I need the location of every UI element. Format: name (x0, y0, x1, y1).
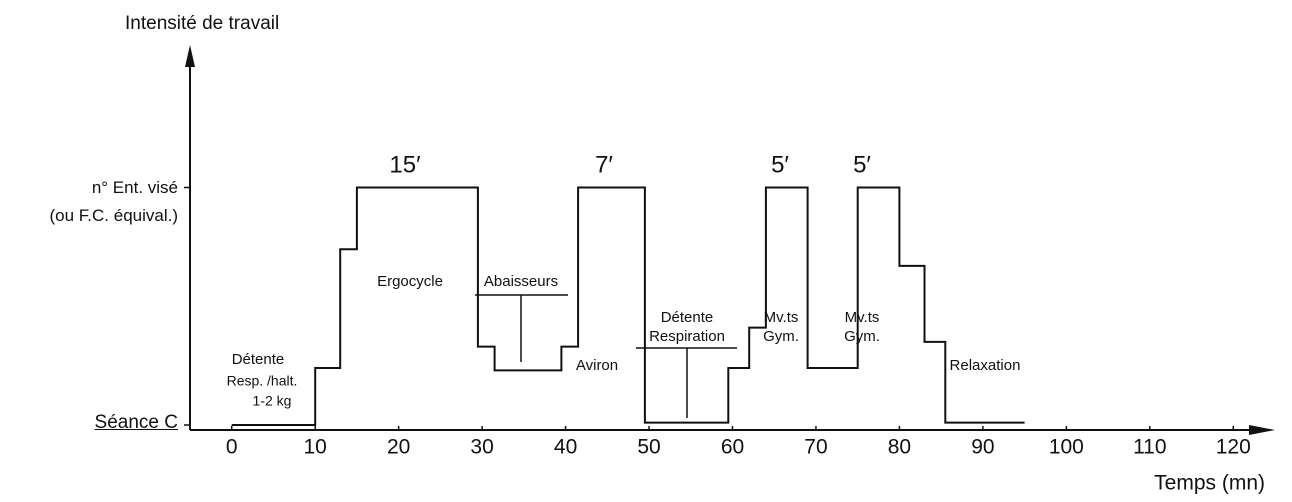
x-tick-label: 60 (721, 436, 744, 459)
annotation: Resp. /halt. (227, 373, 298, 389)
x-tick-label: 30 (470, 436, 493, 459)
annotation: Détente (232, 351, 285, 368)
x-tick-label: 10 (304, 436, 327, 459)
x-axis-title: Temps (mn) (1154, 472, 1265, 495)
annotation: 7′ (595, 151, 613, 178)
x-tick-label: 70 (804, 436, 827, 459)
annotation: Gym. (763, 328, 799, 345)
annotation: Ergocycle (377, 273, 443, 290)
annotation: Gym. (844, 328, 880, 345)
x-tick-label: 120 (1216, 436, 1251, 459)
x-tick-label: 100 (1049, 436, 1084, 459)
y-axis-title: Intensité de travail (125, 13, 279, 34)
y-axis-arrow (185, 45, 195, 67)
annotation: Aviron (576, 357, 618, 374)
x-tick-label: 50 (637, 436, 660, 459)
x-tick-label: 90 (971, 436, 994, 459)
annotation: Abaisseurs (484, 273, 558, 290)
annotation: Mv.ts (845, 309, 880, 326)
annotation: 5′ (853, 151, 871, 178)
x-tick-label: 110 (1133, 436, 1166, 459)
x-tick-label: 40 (554, 436, 577, 459)
intensity-line (231, 186, 1025, 426)
annotation: Détente (661, 309, 714, 326)
annotation: Relaxation (950, 357, 1021, 374)
annotation: 1-2 kg (253, 393, 292, 409)
y-tick-label: n° Ent. visé (ou F.C. équival.) (49, 177, 179, 225)
annotation: 15′ (389, 151, 421, 178)
annotation: 5′ (771, 151, 789, 178)
annotation: Mv.ts (764, 309, 799, 326)
x-tick-label: 80 (888, 436, 911, 459)
x-tick-label: 0 (226, 436, 238, 459)
x-axis-arrow (1249, 425, 1275, 435)
x-tick-label: 20 (387, 436, 410, 459)
annotation: Respiration (649, 328, 725, 345)
y-tick-label: Séance C (94, 412, 178, 433)
